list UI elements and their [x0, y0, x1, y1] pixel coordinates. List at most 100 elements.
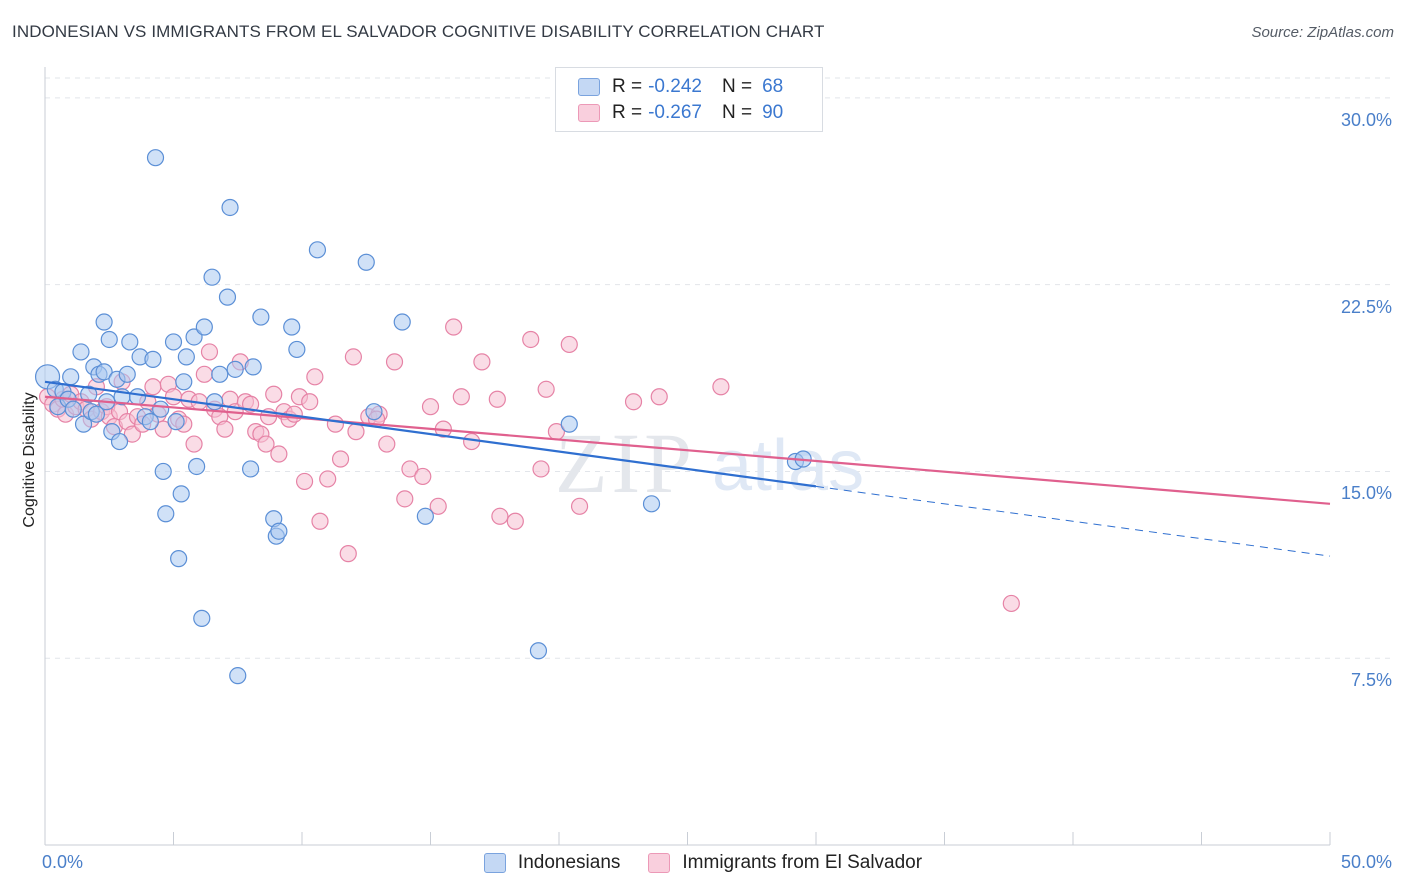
indonesian-point — [87, 405, 106, 423]
salvador-point — [295, 472, 314, 491]
indonesian-point — [226, 360, 244, 378]
indonesian-point — [357, 253, 375, 271]
salvador-point — [319, 470, 337, 488]
indonesian-point — [221, 198, 239, 217]
n-label: N = — [721, 102, 753, 123]
salvador-point — [712, 378, 730, 396]
indonesian-trend-extension — [815, 485, 1331, 557]
indonesian-point — [193, 609, 211, 627]
legend-label: Indonesians — [517, 852, 621, 873]
salvador-point — [164, 388, 183, 406]
n-value: 68 — [762, 76, 784, 97]
salvador-point — [301, 393, 319, 411]
salvador-point — [385, 353, 404, 371]
indonesian-point — [288, 340, 306, 359]
x-tick-label-max: 50.0% — [1340, 852, 1392, 872]
salvador-point — [270, 445, 288, 463]
indonesian-point — [64, 400, 82, 418]
series-legend: Indonesians Immigrants from El Salvador — [0, 852, 1406, 874]
indonesian-point — [152, 400, 170, 418]
salvador-point — [216, 420, 234, 438]
salvador-point — [429, 497, 447, 515]
y-tick-label: 7.5% — [1350, 670, 1392, 691]
salvador-point — [570, 497, 589, 515]
r-value: -0.267 — [648, 102, 702, 123]
indonesian-point — [416, 507, 434, 525]
stats-row-salvador: R = -0.267 N = 90 — [578, 101, 783, 125]
indonesian-point — [121, 333, 139, 351]
indonesian-point — [154, 462, 172, 481]
salvador-point — [421, 398, 440, 416]
n-label: N = — [721, 76, 753, 97]
indonesian-point — [252, 308, 270, 326]
salvador-point — [414, 467, 432, 486]
legend-label: Immigrants from El Salvador — [682, 852, 923, 873]
indonesian-point — [229, 667, 247, 685]
watermark-zip: ZIP — [555, 415, 696, 511]
salvador-swatch — [578, 104, 600, 122]
salvador-trend-line — [44, 395, 1331, 505]
indonesian-point — [95, 363, 113, 381]
indonesian-point — [188, 457, 206, 476]
salvador-point — [257, 435, 275, 453]
indonesian-point — [177, 348, 195, 366]
salvador-point — [154, 420, 172, 438]
y-tick-label: 15.0% — [1340, 483, 1392, 504]
salvador-point — [650, 388, 668, 406]
indonesian-point — [308, 241, 327, 259]
indonesian-point — [170, 550, 188, 568]
salvador-point — [491, 507, 509, 525]
salvador-point — [473, 353, 491, 371]
indonesian-point — [144, 350, 162, 368]
salvador-point — [378, 435, 396, 453]
source-label: Source: ZipAtlas.com — [1251, 24, 1394, 41]
indonesian-point — [195, 318, 213, 336]
salvador-point — [331, 450, 350, 468]
salvador-point — [185, 435, 203, 453]
salvador-point — [506, 512, 524, 530]
indonesian-point — [218, 288, 237, 306]
indonesian-point — [80, 385, 98, 403]
stats-legend: R = -0.242 N = 68 R = -0.267 N = 90 — [555, 67, 823, 132]
salvador-legend-swatch — [648, 853, 671, 873]
indonesian-point — [560, 415, 578, 433]
legend-item-indonesians: Indonesians — [483, 852, 621, 874]
salvador-point — [560, 335, 578, 354]
salvador-point — [452, 388, 470, 406]
salvador-point — [144, 378, 162, 396]
indonesian-point — [141, 413, 159, 431]
indonesian-point — [244, 358, 262, 376]
r-label: R = — [612, 76, 643, 97]
n-value: 90 — [762, 102, 784, 123]
salvador-point — [624, 393, 643, 411]
indonesian-point — [95, 313, 113, 331]
indonesian-point — [365, 403, 383, 421]
trend-lines — [44, 380, 1331, 557]
salvador-point — [311, 512, 329, 530]
legend-item-salvador: Immigrants from El Salvador — [648, 852, 922, 874]
watermark: ZIP atlas — [555, 415, 864, 511]
x-tick-label-min: 0.0% — [42, 852, 84, 872]
indonesian-point — [242, 460, 260, 478]
indonesian-point — [118, 365, 136, 383]
indonesian-point — [110, 432, 129, 451]
indonesians-swatch — [578, 78, 600, 96]
indonesian-point — [529, 642, 548, 660]
indonesian-point — [211, 365, 229, 383]
y-tick-label: 30.0% — [1340, 109, 1392, 130]
salvador-point — [396, 490, 414, 508]
indonesian-point — [128, 388, 147, 406]
indonesian-point — [146, 149, 165, 167]
y-axis-label: Cognitive Disability — [21, 392, 38, 528]
salvador-point — [123, 425, 141, 443]
stats-row-indonesians: R = -0.242 N = 68 — [578, 75, 783, 99]
salvador-point — [445, 318, 463, 336]
salvador-point — [339, 545, 357, 563]
indonesian-point — [270, 522, 288, 540]
indonesian-point — [185, 328, 203, 346]
salvador-point — [488, 390, 506, 408]
indonesian-point — [393, 313, 411, 331]
salvador-point — [195, 365, 213, 383]
salvador-point — [265, 385, 283, 403]
